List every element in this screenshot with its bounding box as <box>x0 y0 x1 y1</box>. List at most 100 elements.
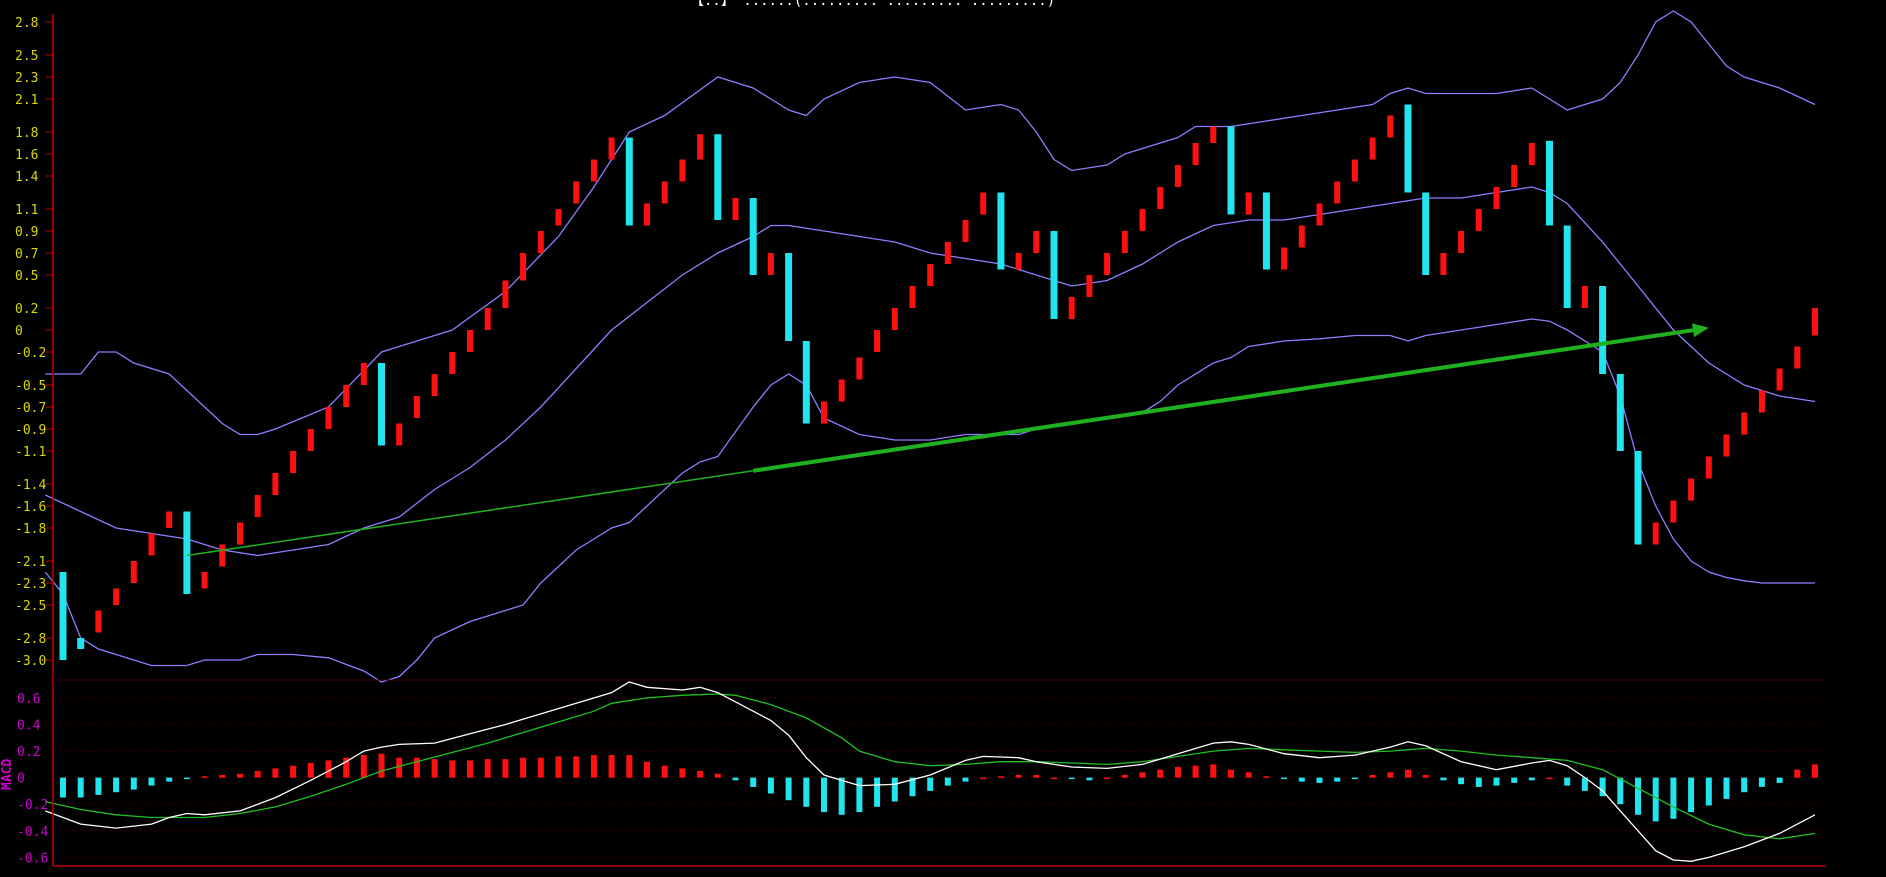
histogram-bar-negative <box>785 777 792 801</box>
histogram-bar-negative <box>1599 777 1606 797</box>
brick-up <box>537 231 544 253</box>
brick-up <box>1758 390 1765 413</box>
histogram-bar-positive <box>360 755 367 778</box>
brick-up <box>1511 165 1518 187</box>
brick-up <box>1369 137 1376 160</box>
y-tick-label: -1.1 <box>15 445 46 460</box>
brick-down <box>749 198 757 275</box>
histogram-bar-negative <box>732 777 739 781</box>
trend-arrow <box>186 323 1709 557</box>
histogram-bar-positive <box>219 775 226 778</box>
histogram-bar-positive <box>413 757 420 778</box>
brick-up <box>467 330 473 352</box>
histogram-bar-positive <box>537 757 544 778</box>
histogram-bar-positive <box>1245 772 1252 778</box>
histogram-bar-positive <box>484 759 491 778</box>
brick-up <box>1104 253 1111 275</box>
histogram-bar-positive <box>1157 769 1164 778</box>
brick-up <box>1210 126 1217 143</box>
y-tick-label: 2.5 <box>15 49 38 64</box>
histogram-bar-negative <box>1705 777 1712 806</box>
chart-axes <box>52 14 1826 867</box>
histogram-bar-negative <box>1458 777 1465 785</box>
y-tick-label: -2.1 <box>15 555 46 570</box>
main-y-axis-ticks: 2.8 2.5 2.3 2.1 1.8 1.6 1.4 1.1 0.9 0.7 0.5 0.2 0 -0.… <box>15 16 53 669</box>
histogram-bar-positive <box>1812 764 1818 778</box>
brick-down <box>1546 140 1553 226</box>
histogram-bar-positive <box>272 768 279 778</box>
macd-tick-label: -0.4 <box>17 825 48 840</box>
histogram-bar-positive <box>1387 772 1394 778</box>
histogram-bar-positive <box>1263 776 1270 778</box>
histogram-bar-positive <box>1174 767 1181 778</box>
histogram-bar-negative <box>1493 777 1500 786</box>
chart-title: 【..】 ......(...:..... ...:..... ........… <box>690 0 1056 9</box>
histogram-bar-negative <box>927 777 934 791</box>
histogram-bar-positive <box>1369 775 1376 778</box>
histogram-bar-negative <box>183 777 190 780</box>
brick-down <box>1599 286 1607 374</box>
y-tick-label: 1.8 <box>15 126 38 141</box>
band-lower-line <box>44 318 1815 683</box>
histogram-bar-negative <box>1581 777 1588 791</box>
brick-up <box>608 137 615 160</box>
dif-line <box>45 681 1816 862</box>
histogram-bar-negative <box>95 777 102 795</box>
histogram-bar-negative <box>130 777 137 790</box>
trend-line-thin <box>186 470 754 557</box>
brick-down <box>1563 225 1571 308</box>
brick-up <box>767 253 774 275</box>
histogram-bar-negative <box>1741 777 1748 793</box>
histogram-bar-negative <box>821 777 827 813</box>
y-tick-label: 2.8 <box>15 16 38 31</box>
brick-up <box>254 495 261 517</box>
brick-up <box>166 511 173 528</box>
brick-up <box>1812 308 1818 336</box>
brick-up <box>272 473 279 495</box>
brick-up <box>237 522 243 545</box>
histogram-bar-positive <box>520 757 527 778</box>
histogram-bar-negative <box>856 777 863 813</box>
brick-up <box>1458 231 1465 253</box>
y-tick-label: -0.7 <box>15 401 46 416</box>
brick-up <box>1121 231 1128 253</box>
y-tick-label: -0.9 <box>15 423 46 438</box>
brick-down <box>1050 231 1058 319</box>
brick-up <box>1794 346 1801 369</box>
histogram-bar-negative <box>838 777 845 815</box>
brick-up <box>201 572 208 589</box>
bollinger-bands <box>44 10 1816 683</box>
brick-up <box>95 610 102 633</box>
brick-up <box>1298 225 1305 248</box>
y-tick-label: -2.3 <box>15 577 46 592</box>
histogram-bar-negative <box>166 777 173 782</box>
y-tick-label: 0.2 <box>15 302 38 317</box>
brick-series <box>59 104 1818 660</box>
histogram-bar-negative <box>1068 777 1075 780</box>
y-tick-label: -1.4 <box>15 478 46 493</box>
brick-down <box>1616 374 1624 451</box>
brick-down <box>1422 192 1430 275</box>
histogram-bar-positive <box>980 777 987 780</box>
histogram-bar-negative <box>1670 777 1677 819</box>
brick-up <box>290 451 297 473</box>
brick-up <box>1033 231 1040 253</box>
brick-up <box>821 401 827 424</box>
brick-down <box>1634 451 1642 545</box>
brick-up <box>1334 181 1341 204</box>
histogram-bar-positive <box>467 760 473 778</box>
y-tick-label: -0.2 <box>15 346 46 361</box>
histogram-bar-positive <box>449 760 456 778</box>
histogram-bar-negative <box>1564 777 1571 786</box>
histogram-bar-positive <box>502 759 509 778</box>
y-tick-label: 1.6 <box>15 148 38 163</box>
macd-tick-label: 0.6 <box>17 692 40 707</box>
trend-line-thick <box>752 328 1694 473</box>
brick-up <box>484 308 491 330</box>
y-tick-label: -1.6 <box>15 500 46 515</box>
brick-up <box>573 181 580 204</box>
brick-down <box>714 134 722 220</box>
histogram-bar-negative <box>60 777 66 798</box>
dea-line <box>45 693 1816 840</box>
